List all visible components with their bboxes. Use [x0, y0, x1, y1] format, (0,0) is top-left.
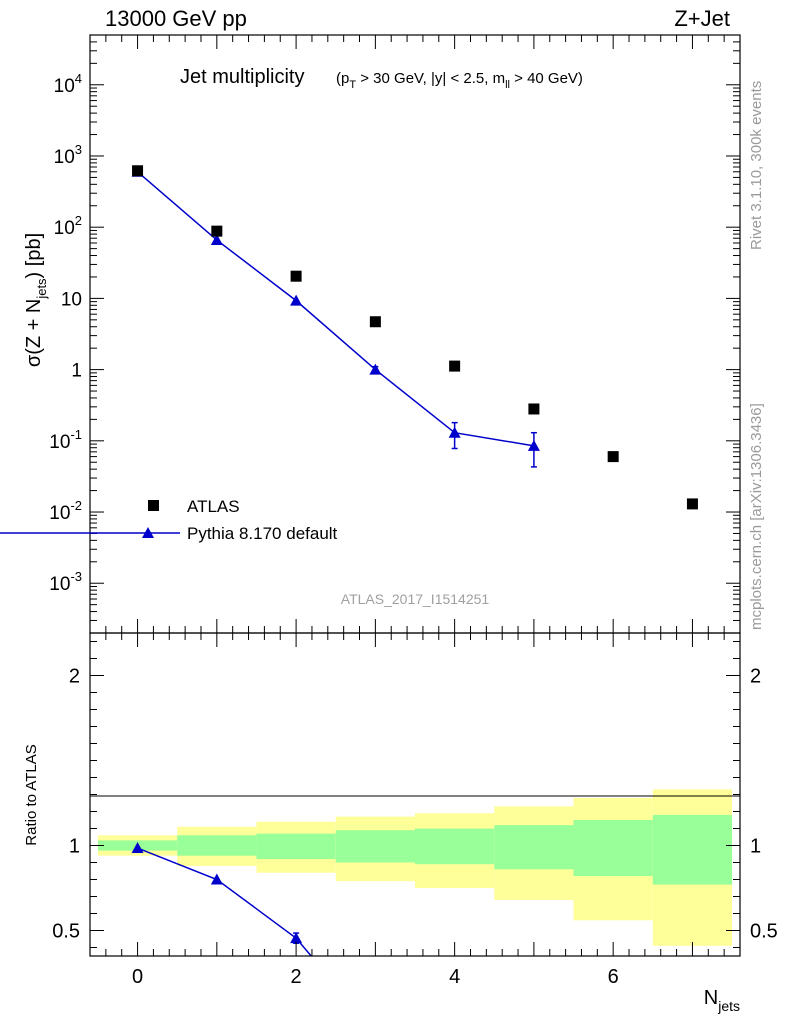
header-left: 13000 GeV pp [105, 6, 247, 31]
legend-pythia-label: Pythia 8.170 default [187, 524, 338, 543]
atlas-point [528, 403, 540, 415]
ratio-pythia-line [137, 847, 312, 956]
inner-uncertainty-band [494, 825, 574, 870]
y-tick-label: 103 [54, 142, 82, 168]
pythia-point [527, 439, 540, 451]
ratio-bands [97, 789, 733, 946]
inner-uncertainty-band [335, 830, 415, 863]
main-ticks: 10-3 10-2 10-1 1 10 102 103 104 [49, 34, 740, 634]
ratio-y-tick-label-right: 0.5 [750, 921, 778, 943]
atlas-point [369, 316, 381, 328]
inner-uncertainty-band [177, 835, 257, 856]
y-tick-label: 10 [61, 289, 82, 310]
ratio-pythia-point [131, 842, 144, 854]
ratio-ylabel: Ratio to ATLAS [23, 744, 40, 845]
side-label-rivet: Rivet 3.1.10, 300k events [748, 81, 765, 250]
pythia-line [137, 171, 535, 447]
atlas-point [686, 498, 698, 510]
legend-atlas-label: ATLAS [187, 497, 240, 516]
y-tick-label: 10-2 [49, 498, 82, 524]
atlas-point [211, 225, 223, 237]
ratio-y-tick-label-right: 1 [750, 836, 761, 858]
inner-uncertainty-band [652, 814, 733, 885]
ratio-y-tick-label: 1 [69, 836, 80, 858]
ratio-x-tick-label: 2 [291, 966, 302, 988]
atlas-point [290, 270, 302, 282]
y-tick-label: 10-3 [49, 569, 82, 595]
ratio-x-tick-label: 6 [608, 966, 619, 988]
pythia-point [448, 426, 461, 438]
y-tick-label: 102 [54, 213, 82, 239]
main-ylabel: σ(Z + Njets) [pb] [23, 233, 49, 367]
ratio-y-tick-label: 0.5 [52, 921, 80, 943]
main-plot: 10-3 10-2 10-1 1 10 102 103 104 Jet multiplicit… [0, 34, 741, 634]
header-right: Z+Jet [674, 6, 730, 31]
main-marks [131, 165, 698, 510]
legend-pythia-marker [142, 527, 154, 538]
analysis-id: ATLAS_2017_I1514251 [341, 591, 490, 607]
side-label-mcplots: mcplots.cern.ch [arXiv:1306.3436] [748, 403, 765, 630]
inner-uncertainty-band [415, 828, 495, 865]
ratio-ticks: 0.5 0.5 1 1 2 2 0 2 4 6 [52, 633, 778, 988]
ratio-y-tick-label: 2 [69, 666, 80, 688]
atlas-point [607, 451, 619, 463]
inner-uncertainty-band [256, 833, 336, 860]
plot-subtitle: (pT > 30 GeV, |y| < 2.5, mll > 40 GeV) [336, 70, 583, 91]
ratio-pythia-point [210, 873, 223, 885]
ratio-y-tick-label-right: 2 [750, 666, 761, 688]
inner-uncertainty-band [573, 820, 653, 877]
ratio-x-tick-label: 0 [132, 966, 143, 988]
title-main: Jet multiplicity [180, 66, 304, 88]
main-plot-frame [89, 34, 741, 634]
atlas-point [132, 165, 144, 177]
y-tick-label: 1 [71, 361, 82, 382]
ratio-marks [131, 842, 312, 956]
pythia-point [369, 363, 382, 375]
pythia-point [290, 294, 303, 306]
legend-atlas-marker [148, 500, 159, 511]
legend: ATLAS Pythia 8.170 default [0, 497, 338, 543]
ratio-x-tick-label: 4 [449, 966, 460, 988]
ratio-plot: 0.5 0.5 1 1 2 2 0 2 4 6 Ratio to ATLAS Njets [23, 632, 778, 1014]
pythia-point [210, 234, 223, 246]
ratio-pythia-point [290, 932, 303, 944]
y-tick-label: 10-1 [49, 427, 82, 453]
atlas-point [449, 360, 461, 372]
ratio-xlabel: Njets [704, 987, 740, 1014]
plot-title: Jet multiplicity [180, 66, 304, 88]
y-tick-label: 104 [54, 71, 82, 97]
